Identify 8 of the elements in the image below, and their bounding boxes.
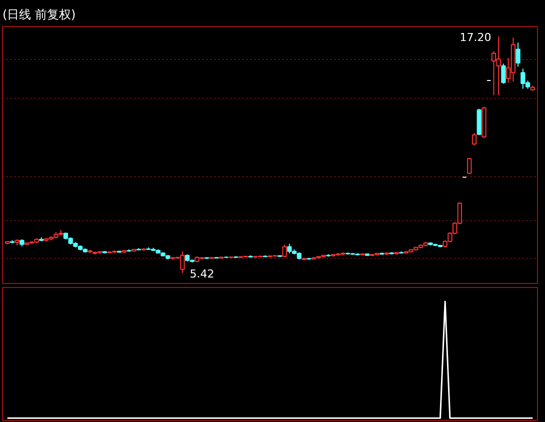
candlestick — [516, 42, 520, 68]
annotation: 17.20 — [460, 31, 492, 44]
chart-title: (日线 前复权) — [2, 8, 76, 22]
candlestick — [501, 63, 506, 84]
candlestick — [282, 244, 287, 258]
annotation: 5.42 — [190, 268, 214, 281]
candlestick — [472, 132, 477, 146]
candlestick — [467, 158, 472, 175]
